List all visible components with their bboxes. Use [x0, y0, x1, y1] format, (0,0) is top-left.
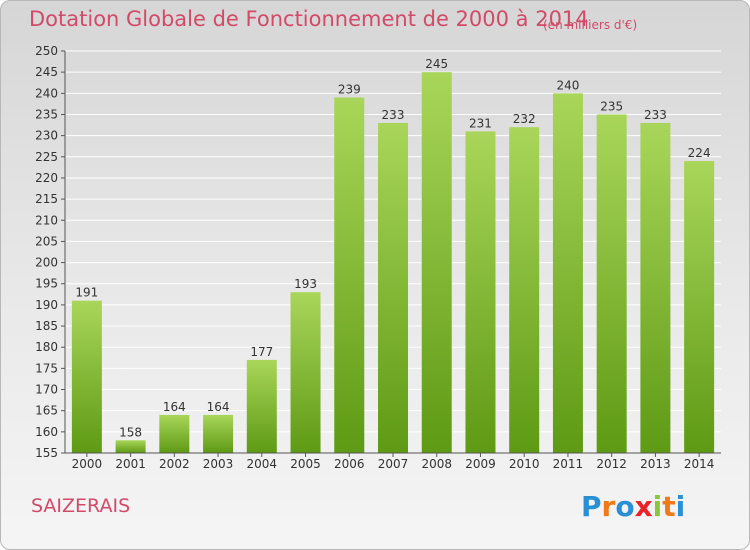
bar — [334, 97, 365, 454]
y-tick-label: 225 — [35, 150, 58, 164]
y-tick-label: 235 — [35, 107, 58, 121]
y-tick-label: 250 — [35, 44, 58, 58]
data-label: 177 — [250, 345, 273, 359]
bar — [465, 131, 496, 453]
bar — [71, 300, 102, 453]
bar — [290, 292, 321, 453]
bar — [509, 127, 540, 453]
y-tick-label: 180 — [35, 340, 58, 354]
x-tick-label: 2012 — [596, 457, 627, 471]
y-tick-label: 155 — [35, 446, 58, 460]
bar — [159, 414, 190, 453]
commune-name: SAIZERAIS — [31, 495, 131, 517]
y-tick-label: 160 — [35, 425, 58, 439]
y-tick-label: 165 — [35, 404, 58, 418]
y-tick-label: 245 — [35, 65, 58, 79]
y-tick-label: 215 — [35, 192, 58, 206]
data-label: 164 — [163, 400, 186, 414]
y-tick-label: 185 — [35, 319, 58, 333]
y-tick-label: 240 — [35, 86, 58, 100]
y-tick-label: 230 — [35, 129, 58, 143]
y-tick-label: 170 — [35, 383, 58, 397]
data-label: 158 — [119, 425, 142, 439]
data-label: 239 — [338, 83, 361, 97]
data-label: 240 — [556, 78, 579, 92]
axes — [61, 50, 721, 457]
x-tick-label: 2013 — [640, 457, 671, 471]
chart-subtitle: (en milliers d'€) — [543, 18, 638, 32]
y-tick-label: 220 — [35, 171, 58, 185]
labels: 155 160 165 170 175 180 185 190 195 200 205 210 215 2… — [35, 44, 714, 471]
data-label: 235 — [600, 99, 623, 113]
data-label: 191 — [75, 286, 98, 300]
x-tick-label: 2006 — [334, 457, 365, 471]
x-tick-label: 2014 — [684, 457, 715, 471]
x-tick-label: 2008 — [421, 457, 452, 471]
data-label: 233 — [382, 108, 405, 122]
data-label: 232 — [513, 112, 536, 126]
data-label: 233 — [644, 108, 667, 122]
x-tick-label: 2007 — [378, 457, 409, 471]
bar — [640, 122, 671, 454]
x-tick-label: 2003 — [203, 457, 234, 471]
data-label: 231 — [469, 116, 492, 130]
bar — [552, 93, 583, 453]
logo-letter: i — [675, 490, 686, 523]
x-tick-label: 2002 — [159, 457, 190, 471]
x-tick-label: 2001 — [115, 457, 146, 471]
logo-letter: i — [652, 490, 663, 523]
bars — [71, 72, 715, 454]
y-tick-label: 200 — [35, 256, 58, 270]
chart-title: Dotation Globale de Fonctionnement de 20… — [29, 7, 589, 31]
x-tick-label: 2010 — [509, 457, 540, 471]
logo-letter: o — [615, 490, 635, 523]
proxiti-logo[interactable]: Proxiti — [581, 490, 685, 523]
bar — [378, 122, 408, 454]
x-tick-label: 2005 — [290, 457, 321, 471]
data-label: 193 — [294, 277, 317, 291]
x-tick-label: 2004 — [247, 457, 278, 471]
bar — [421, 72, 452, 453]
data-label: 164 — [207, 400, 230, 414]
logo-letter: r — [601, 490, 616, 523]
y-tick-label: 210 — [35, 213, 58, 227]
logo-letter: t — [662, 490, 676, 523]
logo-letter: x — [634, 490, 653, 523]
logo-letter: P — [581, 490, 602, 523]
bar — [246, 359, 277, 453]
data-label: 224 — [688, 146, 711, 160]
bar — [596, 114, 627, 453]
data-label: 245 — [425, 57, 448, 71]
x-tick-label: 2000 — [72, 457, 103, 471]
bar — [115, 440, 146, 453]
y-tick-label: 175 — [35, 361, 58, 375]
y-tick-label: 205 — [35, 234, 58, 248]
x-tick-label: 2011 — [553, 457, 584, 471]
y-tick-label: 195 — [35, 277, 58, 291]
bar — [684, 161, 715, 453]
bar — [203, 414, 234, 453]
x-tick-label: 2009 — [465, 457, 496, 471]
y-tick-label: 190 — [35, 298, 58, 312]
